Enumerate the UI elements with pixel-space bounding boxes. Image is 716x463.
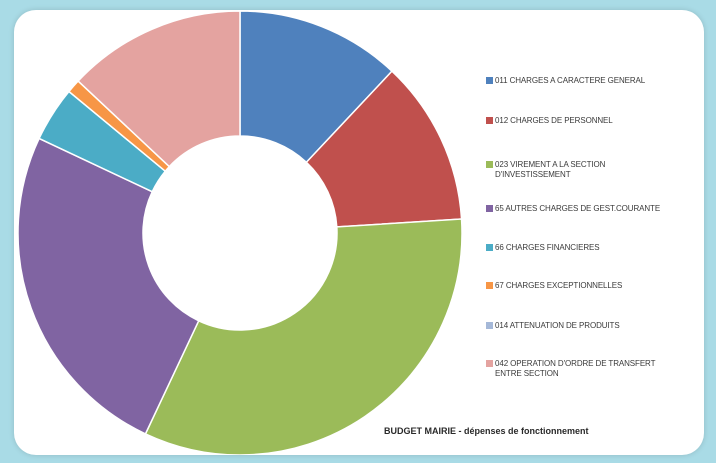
legend-item-1: 012 CHARGES DE PERSONNEL (486, 116, 613, 126)
donut-chart (17, 10, 463, 455)
legend-item-5: 67 CHARGES EXCEPTIONNELLES (486, 281, 622, 291)
chart-card: 011 CHARGES A CARACTERE GENERAL 012 CHARG… (14, 10, 704, 455)
legend-item-3: 65 AUTRES CHARGES DE GEST.COURANTE (486, 204, 660, 214)
legend-label-7: 042 OPERATION D'ORDRE DE TRANSFERT ENTRE… (495, 359, 656, 378)
legend-label-2: 023 VIREMENT A LA SECTION D'INVESTISSEME… (495, 160, 606, 179)
legend-label-0: 011 CHARGES A CARACTERE GENERAL (495, 76, 646, 85)
legend-label-3: 65 AUTRES CHARGES DE GEST.COURANTE (495, 204, 661, 213)
legend-swatch-1 (486, 117, 493, 124)
legend-label-4: 66 CHARGES FINANCIERES (495, 243, 600, 252)
legend-swatch-6 (486, 322, 493, 329)
legend-item-6: 014 ATTENUATION DE PRODUITS (486, 321, 620, 331)
donut-slice-2 (144, 218, 463, 455)
chart-title: BUDGET MAIRIE - dépenses de fonctionneme… (384, 426, 589, 436)
legend-item-7: 042 OPERATION D'ORDRE DE TRANSFERT ENTRE… (486, 359, 655, 379)
legend-item-0: 011 CHARGES A CARACTERE GENERAL (486, 76, 645, 86)
donut-slice-3 (17, 137, 200, 435)
legend-label-1: 012 CHARGES DE PERSONNEL (495, 116, 613, 125)
legend-swatch-5 (486, 282, 493, 289)
legend-label-5: 67 CHARGES EXCEPTIONNELLES (495, 281, 623, 290)
legend-swatch-2 (486, 161, 493, 168)
legend-swatch-7 (486, 360, 493, 367)
legend-item-4: 66 CHARGES FINANCIERES (486, 243, 600, 253)
donut-slice-0 (239, 10, 394, 164)
legend-swatch-4 (486, 244, 493, 251)
donut-slice-7 (77, 10, 241, 168)
donut-slice-1 (305, 70, 463, 228)
legend-swatch-0 (486, 77, 493, 84)
legend-item-2: 023 VIREMENT A LA SECTION D'INVESTISSEME… (486, 160, 605, 180)
legend-label-6: 014 ATTENUATION DE PRODUITS (495, 321, 620, 330)
legend-swatch-3 (486, 205, 493, 212)
